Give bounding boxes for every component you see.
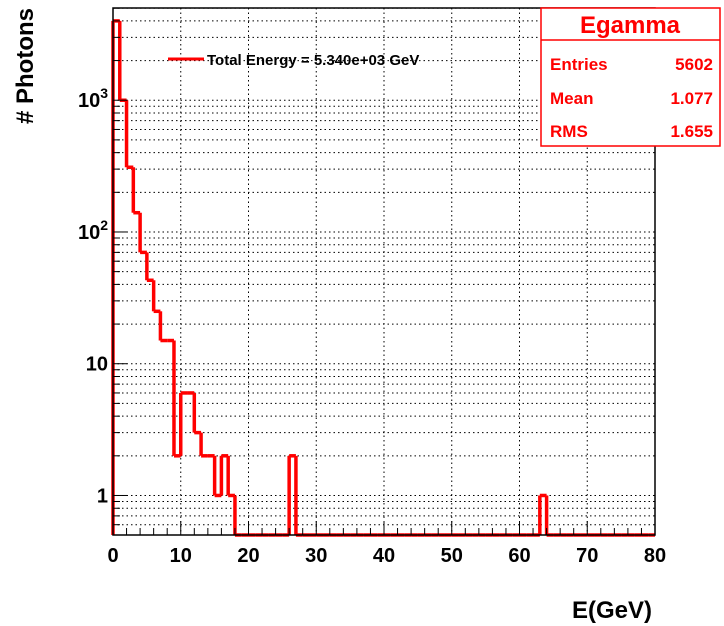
stats-mean-label: Mean: [550, 89, 593, 108]
stats-entries-label: Entries: [550, 55, 608, 74]
y-tick-label: 1: [97, 485, 108, 507]
x-axis-label: E(GeV): [572, 597, 652, 624]
x-tick-label: 0: [107, 545, 118, 567]
stats-box-title: Egamma: [580, 12, 681, 39]
stats-mean-value: 1.077: [670, 89, 713, 108]
legend-label: Total Energy = 5.340e+03 GeV: [207, 52, 419, 69]
stats-rms-label: RMS: [550, 122, 588, 141]
y-tick-label: 10: [86, 354, 108, 376]
x-tick-labels: 0 10 20 30 40 50 60 70 80: [107, 545, 666, 567]
x-tick-label: 50: [441, 545, 463, 567]
x-tick-label: 80: [644, 545, 666, 567]
stats-rms-value: 1.655: [670, 122, 713, 141]
stats-box-frame: [540, 7, 721, 147]
y-axis-label: # Photons: [12, 8, 39, 124]
y-tick-label: 102: [78, 217, 108, 244]
y-tick-label-base: 1: [97, 485, 108, 507]
x-tick-label: 20: [237, 545, 259, 567]
x-tick-label: 40: [373, 545, 395, 567]
x-tick-label: 10: [170, 545, 192, 567]
y-tick-label-base: 10: [78, 222, 100, 244]
stats-entries-value: 5602: [675, 55, 713, 74]
x-tick-label: 70: [576, 545, 598, 567]
y-tick-label-exponent: 2: [100, 217, 108, 233]
x-tick-label: 30: [305, 545, 327, 567]
y-tick-label: 103: [78, 85, 108, 112]
grid-lines: [113, 7, 655, 535]
y-tick-label-exponent: 3: [100, 85, 108, 101]
legend: Total Energy = 5.340e+03 GeV: [168, 52, 419, 69]
y-tick-label-base: 10: [86, 354, 108, 376]
x-tick-label: 60: [508, 545, 530, 567]
stats-box: Egamma Entries 5602 Mean 1.077 RMS 1.655: [540, 7, 721, 147]
axis-ticks: [112, 7, 656, 535]
y-tick-label-base: 10: [78, 90, 100, 112]
